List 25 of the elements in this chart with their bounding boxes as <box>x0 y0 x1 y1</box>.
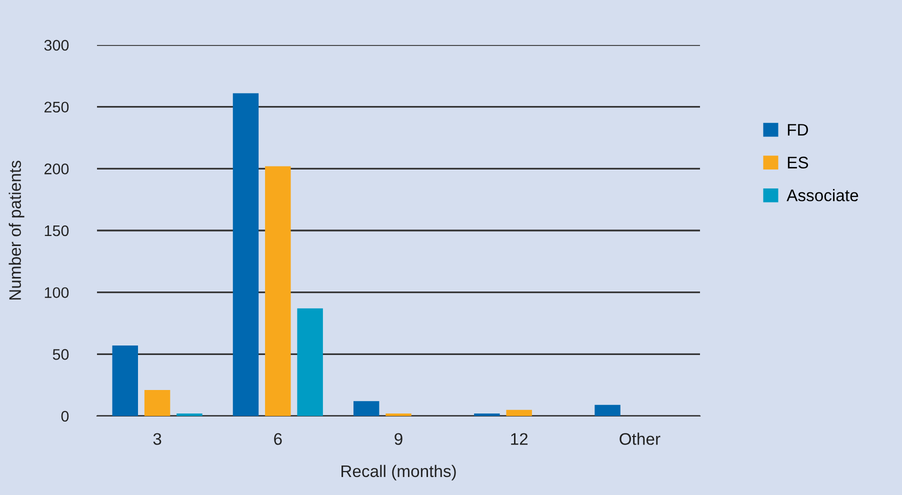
bar <box>594 404 620 416</box>
bar <box>144 390 170 416</box>
legend-label: Associate <box>786 189 858 202</box>
bar <box>265 166 291 416</box>
y-axis-title: Number of patients <box>8 160 24 300</box>
x-tick-label: Other <box>620 432 660 445</box>
y-tick-label: 150 <box>44 225 69 236</box>
x-tick-label: 9 <box>394 433 402 445</box>
y-tick-label: 200 <box>44 164 69 174</box>
y-tick-label: 250 <box>44 102 69 113</box>
y-tick-label: 300 <box>44 40 69 51</box>
x-axis-title: Recall (months) <box>342 464 456 480</box>
bar <box>506 410 532 416</box>
x-tick-label: 6 <box>274 433 282 445</box>
x-tick-label: 3 <box>153 433 162 445</box>
bar <box>112 346 138 416</box>
legend-label: FD <box>788 124 808 136</box>
bar <box>353 401 380 416</box>
x-tick-label: 12 <box>511 433 528 445</box>
bar <box>297 308 323 416</box>
bar <box>232 93 259 416</box>
legend-label: ES <box>788 156 808 168</box>
y-tick-label: 0 <box>61 410 69 422</box>
y-tick-label: 100 <box>44 287 69 298</box>
y-tick-label: 50 <box>52 349 69 360</box>
